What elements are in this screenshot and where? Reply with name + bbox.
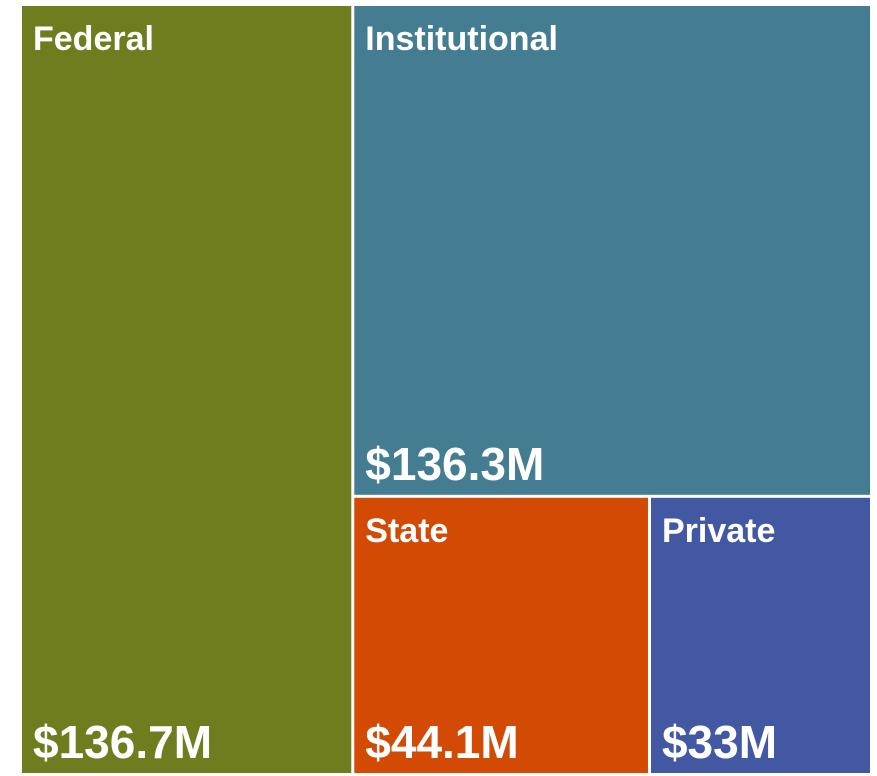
value-label: $136.7M bbox=[33, 716, 212, 768]
value-label: $33M bbox=[662, 716, 777, 768]
tile-label: State bbox=[365, 512, 448, 550]
value-label: $44.1M bbox=[365, 716, 518, 768]
tile bbox=[650, 497, 870, 773]
tile-label: Federal bbox=[33, 20, 154, 58]
tile-label: Private bbox=[662, 512, 775, 550]
value-label: $136.3M bbox=[365, 438, 544, 490]
tile bbox=[354, 6, 870, 495]
tile bbox=[354, 497, 648, 773]
tile-label: Institutional bbox=[365, 20, 558, 58]
tile bbox=[22, 6, 352, 773]
